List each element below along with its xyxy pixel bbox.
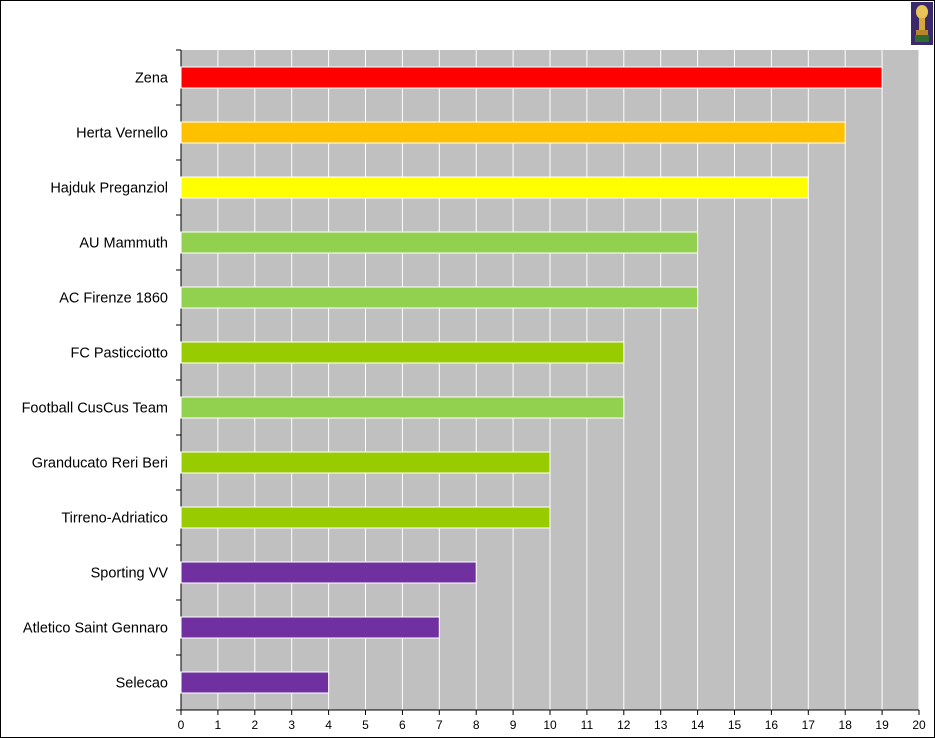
- bar: [180, 66, 883, 89]
- category-label: Zena: [135, 71, 169, 87]
- category-label: Sporting VV: [91, 566, 169, 582]
- category-label: AC Firenze 1860: [59, 291, 168, 307]
- x-tick-label: 4: [325, 718, 332, 732]
- bar: [180, 286, 699, 309]
- bar: [180, 396, 625, 419]
- category-label: Atletico Saint Gennaro: [23, 621, 168, 637]
- bar: [180, 671, 330, 694]
- x-tick-label: 15: [728, 718, 742, 732]
- category-label: FC Pasticciotto: [71, 346, 169, 362]
- x-tick-label: 19: [875, 718, 889, 732]
- bar: [180, 231, 699, 254]
- bar: [180, 121, 846, 144]
- category-label: Granducato Reri Beri: [32, 456, 168, 472]
- category-label: Selecao: [116, 676, 168, 692]
- category-label: Herta Vernello: [76, 126, 168, 142]
- x-tick-label: 20: [912, 718, 926, 732]
- x-tick-label: 18: [839, 718, 853, 732]
- bar: [180, 176, 809, 199]
- category-label: AU Mammuth: [79, 236, 168, 252]
- x-tick-label: 3: [288, 718, 295, 732]
- category-label: Hajduk Preganziol: [50, 181, 168, 197]
- trophy-icon: [911, 2, 933, 45]
- x-tick-label: 1: [215, 718, 222, 732]
- x-tick-label: 0: [178, 718, 185, 732]
- x-tick-label: 13: [654, 718, 668, 732]
- x-tick-label: 9: [510, 718, 517, 732]
- category-label: Football CusCus Team: [22, 401, 168, 417]
- x-tick-label: 14: [691, 718, 705, 732]
- bar: [180, 506, 551, 529]
- bar: [180, 341, 625, 364]
- x-tick-label: 16: [765, 718, 779, 732]
- x-tick-label: 2: [251, 718, 258, 732]
- x-tick-label: 5: [362, 718, 369, 732]
- x-tick-label: 10: [543, 718, 557, 732]
- x-tick-label: 11: [581, 718, 594, 732]
- bar: [180, 451, 551, 474]
- bar: [180, 561, 477, 584]
- x-tick-label: 7: [436, 718, 443, 732]
- x-tick-label: 17: [802, 718, 816, 732]
- x-tick-label: 12: [617, 718, 631, 732]
- bar: [180, 616, 440, 639]
- x-tick-label: 8: [473, 718, 480, 732]
- category-label: Tirreno-Adriatico: [61, 511, 168, 527]
- x-tick-label: 6: [399, 718, 406, 732]
